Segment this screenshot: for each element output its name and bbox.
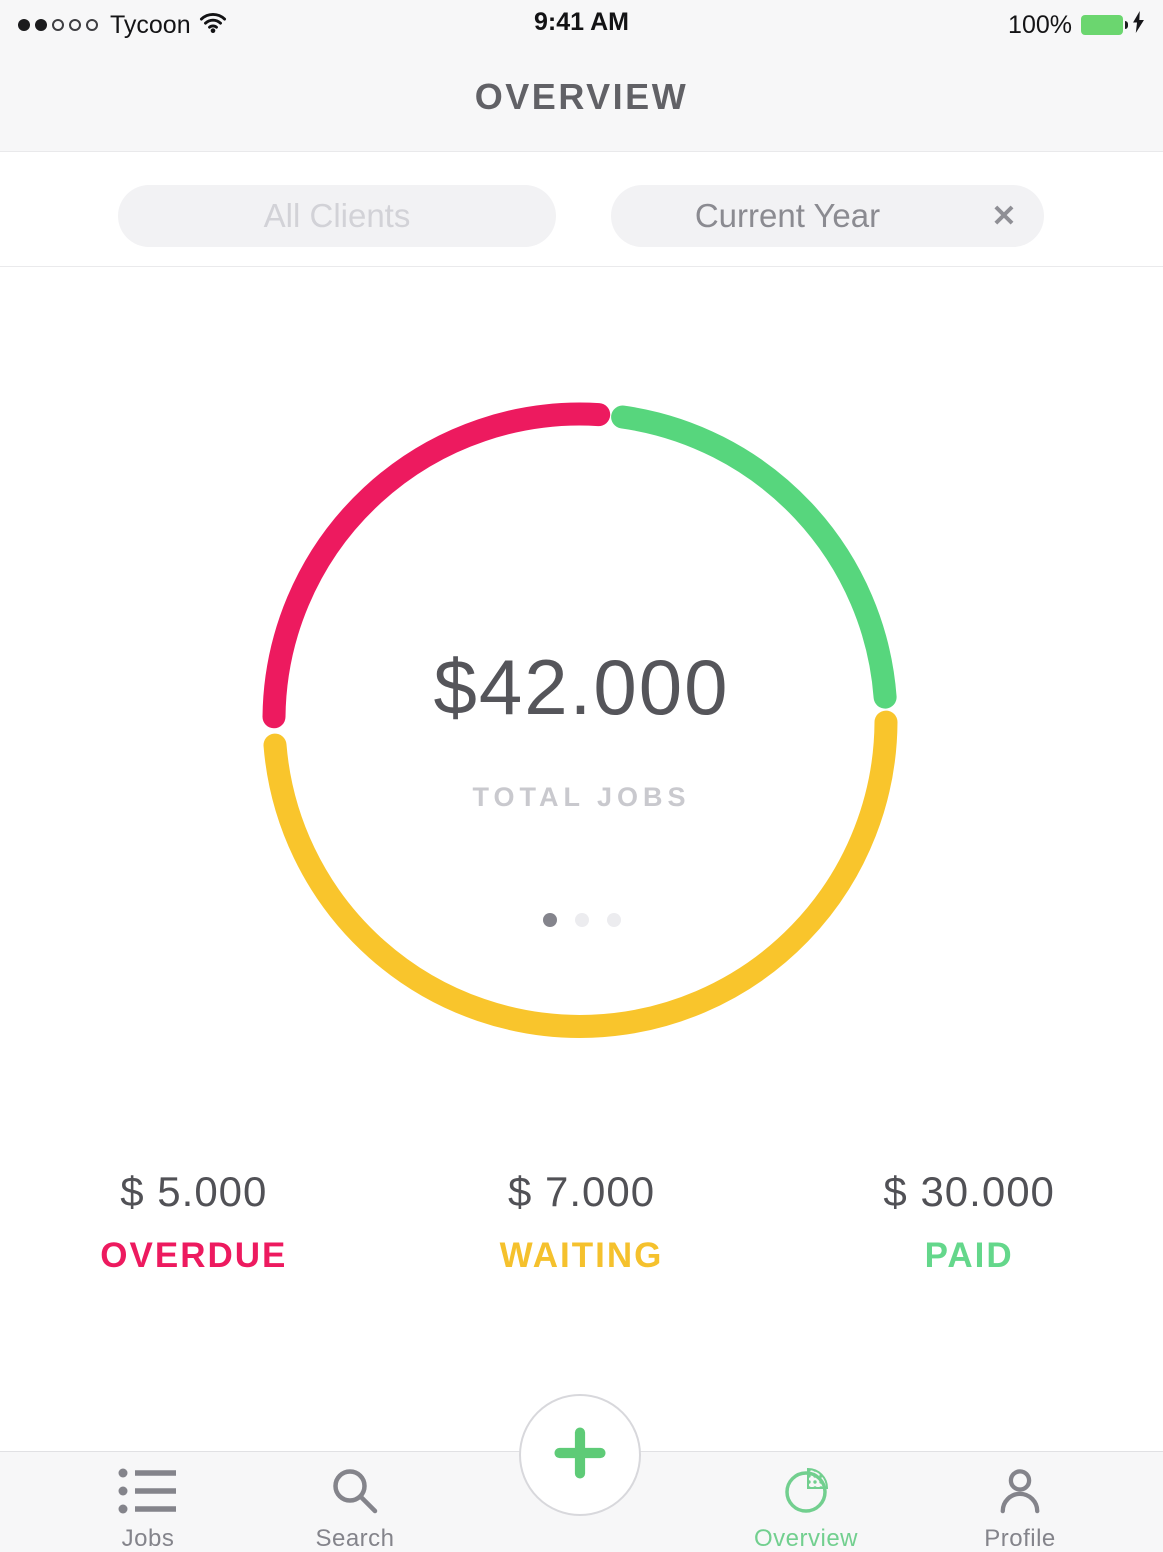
donut-segment-overdue bbox=[262, 402, 611, 729]
tab-search[interactable]: Search bbox=[295, 1452, 415, 1552]
add-button[interactable] bbox=[519, 1394, 641, 1516]
waiting-label: WAITING bbox=[499, 1236, 664, 1275]
stat-overdue: $ 5.000 OVERDUE bbox=[0, 1168, 388, 1276]
carousel-dot-0[interactable] bbox=[542, 913, 557, 927]
status-left: Tycoon bbox=[18, 11, 227, 40]
tab-overview[interactable]: Overview bbox=[736, 1452, 876, 1552]
waiting-amount: $ 7.000 bbox=[507, 1168, 656, 1215]
donut-segment-paid bbox=[611, 405, 897, 709]
list-icon bbox=[118, 1467, 178, 1520]
carousel-dots[interactable] bbox=[0, 913, 1163, 927]
header: Tycoon 9:41 AM 100% OVERVI bbox=[0, 0, 1163, 152]
carousel-dot-1[interactable] bbox=[574, 913, 589, 927]
paid-amount: $ 30.000 bbox=[883, 1168, 1055, 1215]
tab-search-label: Search bbox=[315, 1525, 395, 1552]
carrier-label: Tycoon bbox=[110, 10, 191, 39]
carousel-dot-2[interactable] bbox=[606, 913, 621, 927]
filter-row: All Clients Current Year ✕ bbox=[0, 153, 1163, 267]
stats-row: $ 5.000 OVERDUE $ 7.000 WAITING $ 30.000… bbox=[0, 1168, 1163, 1276]
battery-icon bbox=[1081, 15, 1128, 35]
signal-dot bbox=[86, 19, 98, 31]
battery-percent: 100% bbox=[1008, 10, 1072, 39]
all-clients-label: All Clients bbox=[263, 197, 411, 234]
total-label: TOTAL JOBS bbox=[472, 782, 691, 812]
tab-jobs[interactable]: Jobs bbox=[88, 1452, 208, 1552]
overdue-label: OVERDUE bbox=[100, 1236, 288, 1275]
plus-icon bbox=[554, 1426, 606, 1484]
donut-segment-waiting bbox=[263, 710, 898, 1038]
clear-filter-icon[interactable]: ✕ bbox=[991, 199, 1017, 233]
pie-chart-icon bbox=[782, 1467, 830, 1520]
page-title: OVERVIEW bbox=[474, 76, 689, 117]
signal-dot bbox=[52, 19, 64, 31]
tab-profile-label: Profile bbox=[984, 1525, 1056, 1552]
tab-profile[interactable]: Profile bbox=[960, 1452, 1080, 1552]
overdue-amount: $ 5.000 bbox=[120, 1168, 268, 1215]
signal-dot bbox=[69, 19, 81, 31]
search-icon bbox=[331, 1467, 379, 1520]
status-right: 100% bbox=[1008, 10, 1145, 40]
status-bar: Tycoon 9:41 AM 100% bbox=[0, 0, 1163, 42]
signal-dot bbox=[18, 19, 30, 31]
stat-waiting: $ 7.000 WAITING bbox=[388, 1168, 776, 1276]
wifi-icon bbox=[199, 11, 227, 40]
stat-paid: $ 30.000 PAID bbox=[775, 1168, 1163, 1276]
total-value: $42.000 bbox=[433, 643, 730, 731]
paid-label: PAID bbox=[924, 1236, 1014, 1275]
profile-icon bbox=[997, 1467, 1043, 1520]
all-clients-filter[interactable]: All Clients bbox=[118, 185, 556, 247]
current-year-label: Current Year bbox=[694, 197, 881, 234]
tab-overview-label: Overview bbox=[753, 1525, 859, 1552]
clock: 9:41 AM bbox=[534, 8, 629, 36]
tab-jobs-label: Jobs bbox=[121, 1525, 175, 1552]
signal-strength bbox=[18, 19, 98, 31]
current-year-filter[interactable]: Current Year ✕ bbox=[611, 185, 1044, 247]
donut-ring bbox=[262, 402, 898, 1038]
signal-dot bbox=[35, 19, 47, 31]
charging-bolt-icon bbox=[1132, 10, 1145, 40]
